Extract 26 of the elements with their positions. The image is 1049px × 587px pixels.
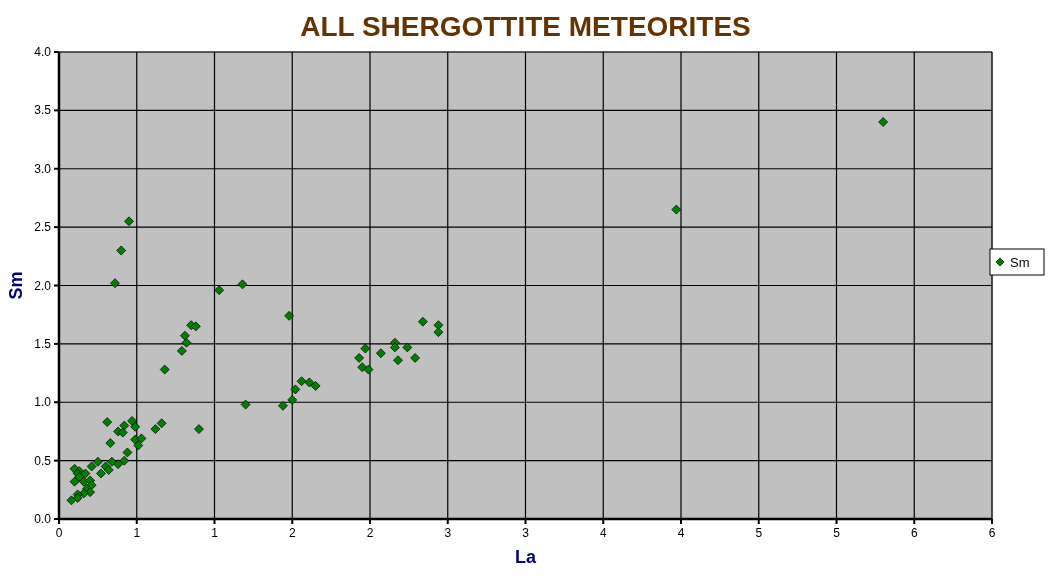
x-tick-label: 4 (599, 526, 607, 540)
x-tick-label: 5 (755, 526, 763, 540)
x-tick-label: 2 (288, 526, 296, 540)
x-tick-label: 1 (211, 526, 219, 540)
y-tick-label: 4.0 (34, 45, 52, 59)
x-axis-title: La (514, 547, 537, 567)
x-tick-label: 6 (910, 526, 918, 540)
y-tick-label: 0.5 (34, 453, 52, 468)
legend-label: Sm (1010, 255, 1030, 270)
y-tick-label: 1.5 (34, 336, 52, 351)
x-tick-label: 3 (444, 526, 452, 540)
x-tick-label: 6 (988, 526, 996, 540)
y-tick-label: 0.0 (34, 512, 52, 526)
x-tick-label: 2 (366, 526, 374, 540)
x-tick-label: 0 (55, 526, 63, 540)
y-tick-label: 2.5 (34, 220, 52, 235)
y-tick-label: 1.0 (34, 395, 52, 410)
x-tick-label: 1 (133, 526, 141, 540)
y-tick-label: 2.0 (34, 278, 52, 293)
y-tick-label: 3.5 (34, 103, 52, 118)
x-tick-label: 3 (522, 526, 530, 540)
x-tick-label: 4 (677, 526, 685, 540)
chart-title: ALL SHERGOTTITE METEORITES (300, 11, 751, 42)
y-tick-label: 3.0 (34, 161, 52, 176)
y-axis-title: Sm (6, 271, 26, 300)
x-tick-label: 5 (833, 526, 841, 540)
